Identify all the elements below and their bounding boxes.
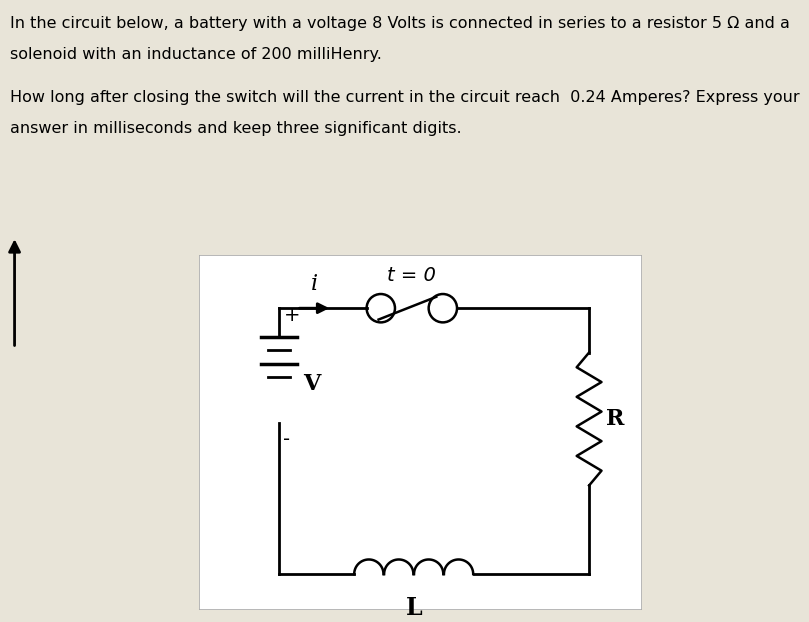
Text: R: R [606,408,625,430]
Text: t = 0: t = 0 [388,266,436,285]
Text: solenoid with an inductance of 200 milliHenry.: solenoid with an inductance of 200 milli… [10,47,382,62]
Text: +: + [284,306,301,325]
Text: How long after closing the switch will the current in the circuit reach  0.24 Am: How long after closing the switch will t… [10,90,799,105]
Text: In the circuit below, a battery with a voltage 8 Volts is connected in series to: In the circuit below, a battery with a v… [10,16,790,30]
Text: V: V [303,373,320,394]
Text: answer in milliseconds and keep three significant digits.: answer in milliseconds and keep three si… [10,121,461,136]
Text: L: L [406,596,422,620]
Text: i: i [311,273,318,295]
Text: -: - [283,430,290,449]
